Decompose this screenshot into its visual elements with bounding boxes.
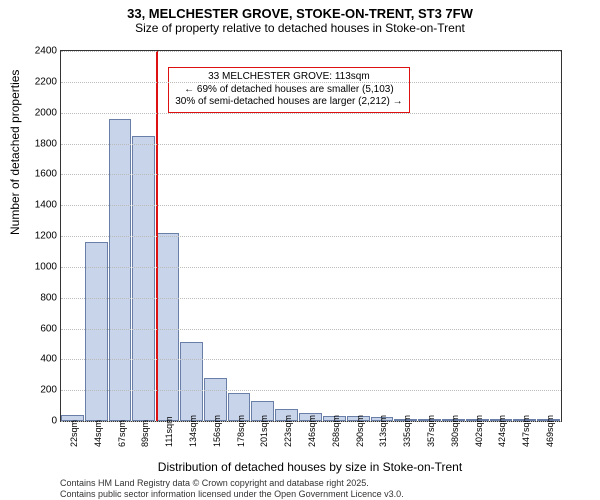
y-tick: 0 [51, 416, 61, 427]
x-tick: 201sqm [259, 415, 269, 447]
histogram-bar [180, 342, 203, 421]
x-tick: 447sqm [521, 415, 531, 447]
x-tick: 402sqm [474, 415, 484, 447]
y-tick: 400 [40, 354, 61, 365]
y-tick: 800 [40, 292, 61, 303]
footer-line2: Contains public sector information licen… [60, 489, 404, 500]
y-tick: 2000 [35, 107, 61, 118]
y-tick: 1000 [35, 261, 61, 272]
y-tick: 2200 [35, 76, 61, 87]
x-tick: 67sqm [117, 420, 127, 447]
histogram-bar [109, 119, 132, 421]
y-tick: 200 [40, 385, 61, 396]
y-tick: 2400 [35, 46, 61, 57]
chart-title: 33, MELCHESTER GROVE, STOKE-ON-TRENT, ST… [0, 0, 600, 21]
footer-line1: Contains HM Land Registry data © Crown c… [60, 478, 404, 489]
plot-area: 33 MELCHESTER GROVE: 113sqm ← 69% of det… [60, 50, 562, 422]
y-tick: 1200 [35, 231, 61, 242]
x-tick: 178sqm [236, 415, 246, 447]
x-tick: 357sqm [426, 415, 436, 447]
x-tick: 44sqm [93, 420, 103, 447]
x-tick: 156sqm [212, 415, 222, 447]
x-tick: 380sqm [450, 415, 460, 447]
x-tick: 313sqm [378, 415, 388, 447]
chart-subtitle: Size of property relative to detached ho… [0, 21, 600, 39]
x-tick: 111sqm [164, 416, 174, 447]
annotation-box: 33 MELCHESTER GROVE: 113sqm ← 69% of det… [168, 67, 409, 113]
y-tick: 1400 [35, 200, 61, 211]
x-tick: 335sqm [402, 415, 412, 447]
y-axis-label: Number of detached properties [8, 70, 22, 235]
x-tick: 246sqm [307, 415, 317, 447]
histogram-bar [132, 136, 155, 421]
x-tick: 134sqm [188, 415, 198, 447]
y-tick: 1800 [35, 138, 61, 149]
histogram-bar [85, 242, 108, 421]
annotation-line2: ← 69% of detached houses are smaller (5,… [175, 84, 402, 97]
histogram-bar [156, 233, 179, 421]
x-tick: 22sqm [69, 420, 79, 447]
y-tick: 1600 [35, 169, 61, 180]
x-tick: 223sqm [283, 415, 293, 447]
footer-text: Contains HM Land Registry data © Crown c… [60, 478, 404, 500]
x-tick: 424sqm [497, 415, 507, 447]
x-tick: 89sqm [140, 420, 150, 447]
x-tick: 290sqm [355, 415, 365, 447]
x-tick: 469sqm [545, 415, 555, 447]
x-tick: 268sqm [331, 415, 341, 447]
y-tick: 600 [40, 323, 61, 334]
x-axis-label: Distribution of detached houses by size … [60, 460, 560, 474]
annotation-line3: 30% of semi-detached houses are larger (… [175, 96, 402, 109]
